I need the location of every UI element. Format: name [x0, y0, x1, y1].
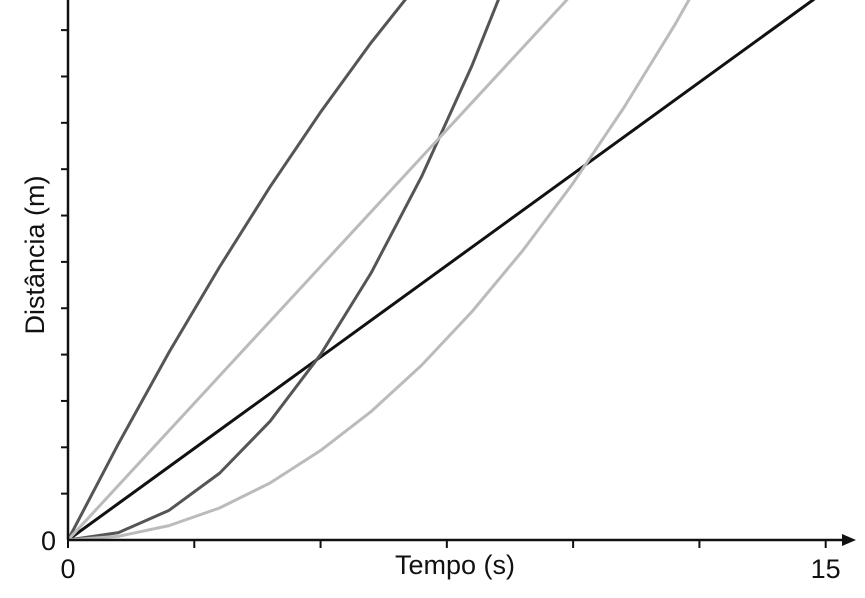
y-tick-label: 0 [41, 526, 56, 556]
series-line [68, 0, 816, 541]
series-line [68, 0, 691, 541]
series-line [68, 0, 569, 541]
series-line [68, 0, 500, 541]
series-line [68, 0, 407, 541]
x-axis-label: Tempo (s) [395, 550, 515, 580]
x-tick-label: 15 [811, 554, 841, 584]
y-axis-label: Distância (m) [20, 175, 50, 334]
x-tick-label: 0 [60, 554, 75, 584]
x-axis-arrow [842, 534, 856, 546]
